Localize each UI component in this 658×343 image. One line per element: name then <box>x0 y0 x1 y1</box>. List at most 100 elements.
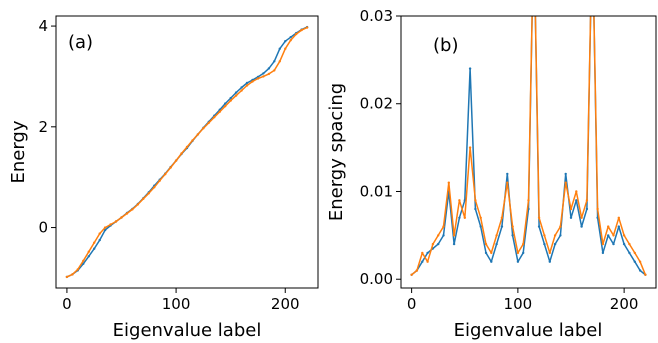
panel-b-series-0-point <box>426 251 429 255</box>
panel-b-series-1-point <box>506 181 509 184</box>
panel-a: 0 100 200 0 2 4 (a) Eigenvalue label Energy <box>8 15 319 341</box>
panel-a-series-1-point <box>76 268 80 271</box>
panel-b-series-0-point <box>564 172 567 176</box>
panel-b-series-0-point <box>622 242 626 246</box>
panel-b-series-1-point <box>437 234 440 237</box>
panel-a-series-0-point <box>98 238 101 242</box>
panel-b-series-1-point <box>447 181 450 184</box>
panel-b-series-0-point <box>442 234 445 237</box>
panel-a-series-1-point <box>202 127 205 130</box>
panel-a-series-1-point <box>65 275 69 279</box>
panel-a-series-1-point <box>71 273 74 276</box>
panel-a-series-1-point <box>98 232 101 235</box>
panel-a-series-1-point <box>109 223 112 226</box>
panel-a-series-1-point <box>251 80 254 83</box>
panel-b-y-tick-label: 0.02 <box>360 95 393 113</box>
panel-a-series-1-point <box>196 133 200 136</box>
panel-b-series-1-point <box>580 216 583 219</box>
panel-b-series-1-point <box>633 251 636 255</box>
panel-b-series-0-point <box>479 225 482 228</box>
panel-a-series-0-point <box>93 247 96 250</box>
panel-a-series-1-point <box>147 192 150 195</box>
panel-b-y-tick-label: 0.00 <box>360 270 393 288</box>
panel-b-series-1-point <box>511 225 514 228</box>
panel-b-series-0-point <box>511 234 514 237</box>
panel-b-x-tick-label: 0 <box>407 295 417 313</box>
panel-a-series-0-point <box>289 36 292 39</box>
panel-b-series-1-point <box>575 190 578 193</box>
panel-a-series-0-point <box>240 86 243 89</box>
panel-a-series-0-point <box>273 60 276 63</box>
panel-b-series-1-point <box>522 242 525 246</box>
panel-a-series-1-point <box>295 32 298 36</box>
panel-b-series-1-point <box>617 216 620 219</box>
panel-a-series-1-point <box>87 250 91 253</box>
panel-a-series-1-point <box>224 105 227 108</box>
panel-b-series-1-point <box>490 251 493 255</box>
panel-b-label: (b) <box>433 35 458 56</box>
panel-a-series-1-point <box>153 186 156 189</box>
panel-b-series-1-point <box>569 207 573 211</box>
panel-a-series-line-0 <box>66 26 308 278</box>
panel-a-series-1-point <box>289 39 292 42</box>
panel-b-series-1-point <box>500 216 504 219</box>
panel-a-series-0-point <box>245 81 249 85</box>
panel-b-series-1-point <box>474 199 477 202</box>
panel-b-series-1-point <box>585 199 589 202</box>
panel-b-y-tick-label: 0.01 <box>360 182 393 200</box>
panel-b-series-1-point <box>479 216 482 219</box>
panel-b-series-0-point <box>421 260 424 263</box>
panel-b-series-1-point <box>559 225 562 228</box>
panel-a-series-1-point <box>174 159 178 162</box>
panel-b-series-1-point <box>527 199 530 202</box>
panel-b-series-0-point <box>559 234 562 237</box>
panel-b-y-tick-label: 0.03 <box>360 7 393 25</box>
panel-b-x-axis-label: Eigenvalue label <box>454 320 603 341</box>
panel-b-series-1-point <box>601 242 605 246</box>
panel-b-series-1-point <box>553 234 557 237</box>
panel-a-series-1-point <box>267 72 271 76</box>
panel-a-series-group <box>65 25 309 279</box>
panel-a-y-axis-label: Energy <box>8 120 29 183</box>
panel-a-series-1-point <box>256 77 260 80</box>
panel-b-series-1-point <box>548 251 551 255</box>
panel-a-series-0-point <box>284 40 287 43</box>
panel-b-series-0-point <box>553 242 557 246</box>
panel-b-series-0-point <box>437 242 440 246</box>
panel-b-series-1-point <box>628 242 631 246</box>
panel-a-series-1-point <box>213 116 216 119</box>
panel-a-series-1-point <box>273 69 276 72</box>
panel-a-series-1-point <box>305 26 309 29</box>
panel-a-series-1-point <box>103 226 107 229</box>
panel-a-series-1-point <box>82 259 85 262</box>
panel-b-series-1-point <box>612 234 615 237</box>
panel-b-frame <box>400 15 657 289</box>
panel-a-series-1-point <box>142 197 145 200</box>
panel-b-series-0-point <box>601 251 605 255</box>
panel-b-series-0-point <box>490 260 493 263</box>
panel-b-series-1-point <box>415 269 419 272</box>
panel-b-series-0-point <box>474 207 477 211</box>
panel-a-series-0-point <box>82 262 85 265</box>
panel-a-series-0-point <box>229 96 232 100</box>
panel-a-x-tick-label: 100 <box>162 295 191 313</box>
panel-a-series-1-point <box>120 216 123 219</box>
panel-a-series-1-point <box>234 94 238 97</box>
panel-a-series-1-point <box>93 241 96 244</box>
panel-b-series-0-point <box>607 234 610 237</box>
panel-a-y-ticks: 0 2 4 <box>38 17 56 237</box>
panel-b-series-1-point <box>458 199 461 202</box>
panel-b-series-0-point <box>452 242 456 246</box>
panel-a-y-tick-label: 2 <box>38 118 48 136</box>
panel-a-series-0-point <box>234 91 238 94</box>
panel-b-y-axis-label: Energy spacing <box>326 83 347 221</box>
panel-a-series-1-point <box>229 99 232 102</box>
panel-a-series-0-point <box>267 67 271 70</box>
panel-a-series-1-point <box>240 89 243 92</box>
panel-b-series-1-point <box>596 207 599 211</box>
panel-a-series-0-point <box>278 47 281 50</box>
panel-a-x-tick-label: 200 <box>271 295 300 313</box>
panel-b-series-1-point <box>421 251 424 255</box>
panel-a-frame <box>55 15 319 289</box>
panel-b-series-1-point <box>442 225 445 228</box>
